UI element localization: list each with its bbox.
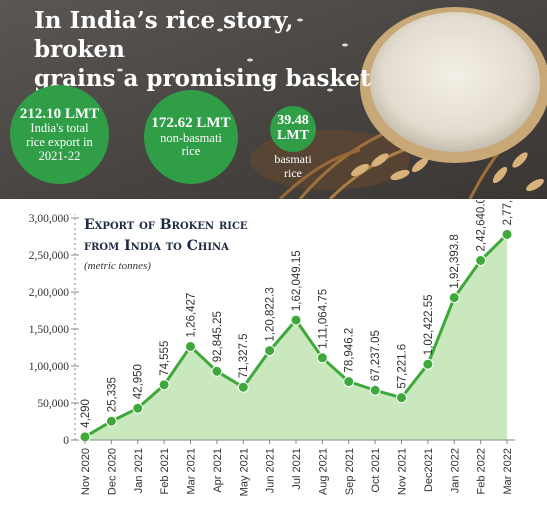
data-point (264, 345, 276, 357)
stat-desc-line: non-basmati (160, 130, 222, 145)
x-tick-label: Jun 2021 (265, 448, 277, 493)
x-tick-label: Apr 2021 (212, 448, 224, 493)
headline-line-2: grains a promising basket (34, 65, 371, 92)
y-tick-label: 2,50,000 (29, 250, 70, 262)
x-tick-label: May 2021 (238, 448, 250, 496)
data-label: 1,26,427 (186, 293, 198, 338)
chart-title: Export of Broken rice from India to Chin… (84, 215, 248, 257)
y-tick-label: 50,000 (37, 398, 69, 410)
stat-value: 39.48 (277, 113, 309, 129)
x-tick-label: Aug 2021 (317, 448, 329, 495)
stat-value: 172.62 LMT (151, 115, 231, 131)
data-label: 4,290 (80, 399, 92, 428)
data-label: 67,237.05 (370, 330, 382, 381)
broken-rice-export-chart: 0 50,000 1,00,000 1,50,000 2,00,000 2,50,000 3… (29, 200, 515, 496)
stat-value: 212.10 LMT (19, 105, 100, 122)
data-label: 2,77,799.85 (502, 200, 514, 225)
data-point (448, 292, 460, 304)
stat-desc-line: basmati (274, 152, 312, 166)
stat-desc-basmati: basmati rice (270, 152, 316, 181)
data-label: 25,335 (106, 377, 118, 412)
data-point (290, 314, 302, 326)
data-label: 57,221.6 (397, 344, 409, 389)
x-tick-label: Feb 2022 (476, 448, 488, 494)
headline-line-1: In India’s rice story, broken (34, 7, 294, 63)
data-label: 92,845.25 (212, 311, 224, 362)
y-tick-label: 2,00,000 (29, 287, 70, 299)
chart-title-line-2: from India to China (84, 238, 229, 254)
x-tick-label: Jan 2021 (133, 448, 145, 493)
data-label: 42,950 (133, 364, 145, 399)
headline: In India’s rice story, broken grains a p… (34, 6, 374, 93)
x-tick-label: Mar 2021 (186, 448, 198, 494)
x-tick-label: Jul 2021 (291, 448, 303, 490)
stat-desc-line: 2021-22 (38, 148, 81, 163)
data-label: 2,42,640.0 (476, 200, 488, 251)
data-point (105, 415, 117, 427)
x-tick-label: Mar 2022 (502, 448, 514, 494)
data-point (158, 379, 170, 391)
x-tick-label: Feb 2021 (159, 448, 171, 494)
stat-bubble-total-export: 212.10 LMT India's total rice export in … (10, 85, 109, 184)
stat-desc-line: rice export in (26, 134, 93, 149)
data-label: 1,20,822.3 (265, 287, 277, 341)
x-tick-label: Nov 2021 (397, 448, 409, 495)
stat-bubble-non-basmati: 172.62 LMT non-basmati rice (144, 90, 238, 184)
x-tick-label: Dec 2020 (106, 448, 118, 495)
data-point (132, 402, 144, 414)
data-label: 1,62,049.15 (291, 250, 303, 311)
data-label: 74,555 (159, 341, 171, 376)
x-tick-label: Jan 2022 (449, 448, 461, 493)
data-label: 1,92,393.8 (449, 234, 461, 288)
banner: In India’s rice story, broken grains a p… (0, 0, 547, 199)
stat-desc-line: rice (181, 144, 201, 159)
data-label: 1,11,064.75 (317, 289, 329, 349)
data-point (422, 358, 434, 370)
data-point (501, 228, 513, 240)
data-point (316, 352, 328, 364)
stat-value-unit: LMT (277, 128, 309, 143)
chart-title-line-1: Export of Broken rice (84, 217, 248, 233)
data-point (396, 392, 407, 404)
stat-desc-line: rice (284, 165, 302, 180)
x-tick-label: Dec2021 (423, 448, 435, 492)
y-tick-label: 0 (63, 435, 69, 447)
data-label: 71,327.5 (238, 333, 250, 378)
chart-subtitle: (metric tonnes) (84, 260, 151, 272)
data-point (185, 340, 196, 352)
data-point (369, 384, 381, 396)
y-tick-label: 3,00,000 (29, 213, 70, 225)
x-tick-label: Oct 2021 (370, 448, 382, 493)
x-tick-label: Sep 2021 (344, 448, 356, 495)
area-fill (85, 234, 507, 440)
data-point (343, 376, 355, 388)
data-point (237, 381, 249, 393)
data-point (475, 254, 487, 266)
data-label: 1,02,422.55 (423, 294, 435, 355)
data-label: 78,946.2 (344, 328, 356, 373)
y-tick-label: 1,00,000 (29, 361, 70, 373)
stat-desc-line: India's total (30, 121, 89, 136)
y-tick-label: 1,50,000 (29, 324, 70, 336)
x-tick-label: Nov 2020 (80, 448, 92, 495)
data-point (211, 365, 223, 377)
stat-bubble-basmati: 39.48 LMT (270, 106, 316, 152)
